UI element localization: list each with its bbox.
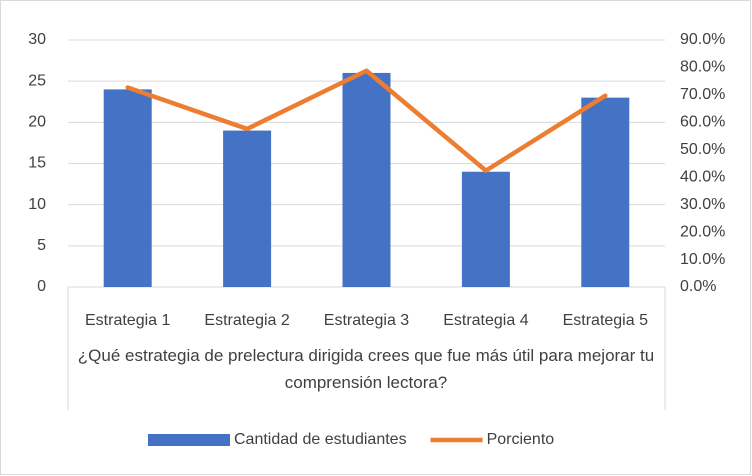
y-tick-label: 0 (37, 278, 46, 295)
bar (223, 130, 272, 287)
y2-tick-label: 60.0% (680, 114, 725, 131)
y2-tick-label: 50.0% (680, 141, 725, 158)
line (125, 68, 608, 173)
y-tick-label: 25 (28, 72, 46, 89)
bar (342, 72, 391, 287)
y2-tick-label: 30.0% (680, 196, 725, 213)
y-tick-label: 15 (28, 155, 46, 172)
x-axis-title: ¿Qué estrategia de prelectura dirigida c… (77, 346, 655, 392)
x-tick-label: Estrategia 3 (324, 312, 409, 329)
y-tick-label: 5 (37, 237, 46, 254)
bar (581, 97, 630, 287)
y2-tick-label: 70.0% (680, 86, 725, 103)
x-tick-label: Estrategia 5 (563, 312, 648, 329)
y2-tick-label: 80.0% (680, 59, 725, 76)
y2-tick-label: 90.0% (680, 31, 725, 48)
y2-tick-label: 40.0% (680, 168, 725, 185)
y-tick-label: 20 (28, 114, 46, 131)
legend-swatch (148, 434, 230, 446)
y-tick-label: 10 (28, 196, 46, 213)
bar (103, 89, 152, 288)
y-tick-label: 30 (28, 31, 46, 48)
x-tick-label: Estrategia 4 (443, 312, 528, 329)
x-tick-label: Estrategia 2 (204, 312, 289, 329)
legend-label: Porciento (487, 431, 555, 448)
bar (461, 171, 510, 287)
y2-tick-label: 10.0% (680, 251, 725, 268)
x-tick-label: Estrategia 1 (85, 312, 170, 329)
legend-label: Cantidad de estudiantes (234, 431, 407, 448)
y2-tick-label: 0.0% (680, 278, 716, 295)
y2-tick-label: 20.0% (680, 223, 725, 240)
